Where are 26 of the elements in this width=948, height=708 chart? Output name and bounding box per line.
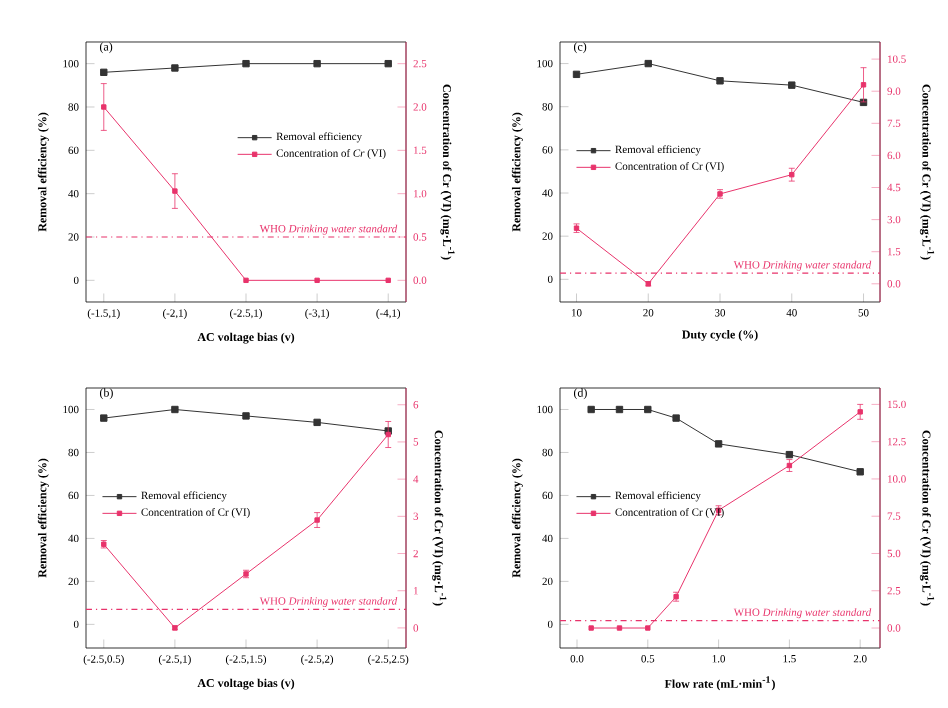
point bbox=[172, 188, 178, 194]
point bbox=[856, 468, 864, 476]
point bbox=[615, 405, 624, 414]
point bbox=[785, 450, 794, 459]
point bbox=[314, 277, 320, 284]
point bbox=[314, 517, 320, 523]
point bbox=[857, 409, 863, 415]
point bbox=[587, 405, 595, 414]
point bbox=[313, 418, 321, 427]
point bbox=[644, 59, 652, 68]
point bbox=[645, 625, 651, 631]
point bbox=[243, 277, 249, 284]
point bbox=[714, 440, 723, 448]
point bbox=[616, 625, 623, 631]
point bbox=[716, 77, 724, 85]
point bbox=[672, 414, 680, 422]
point bbox=[385, 277, 391, 284]
point bbox=[242, 412, 250, 420]
point bbox=[644, 405, 652, 414]
point bbox=[860, 82, 867, 88]
point bbox=[588, 625, 594, 631]
point bbox=[101, 104, 107, 110]
point bbox=[171, 405, 179, 414]
point bbox=[788, 81, 796, 89]
point bbox=[100, 414, 108, 422]
point bbox=[572, 70, 581, 79]
